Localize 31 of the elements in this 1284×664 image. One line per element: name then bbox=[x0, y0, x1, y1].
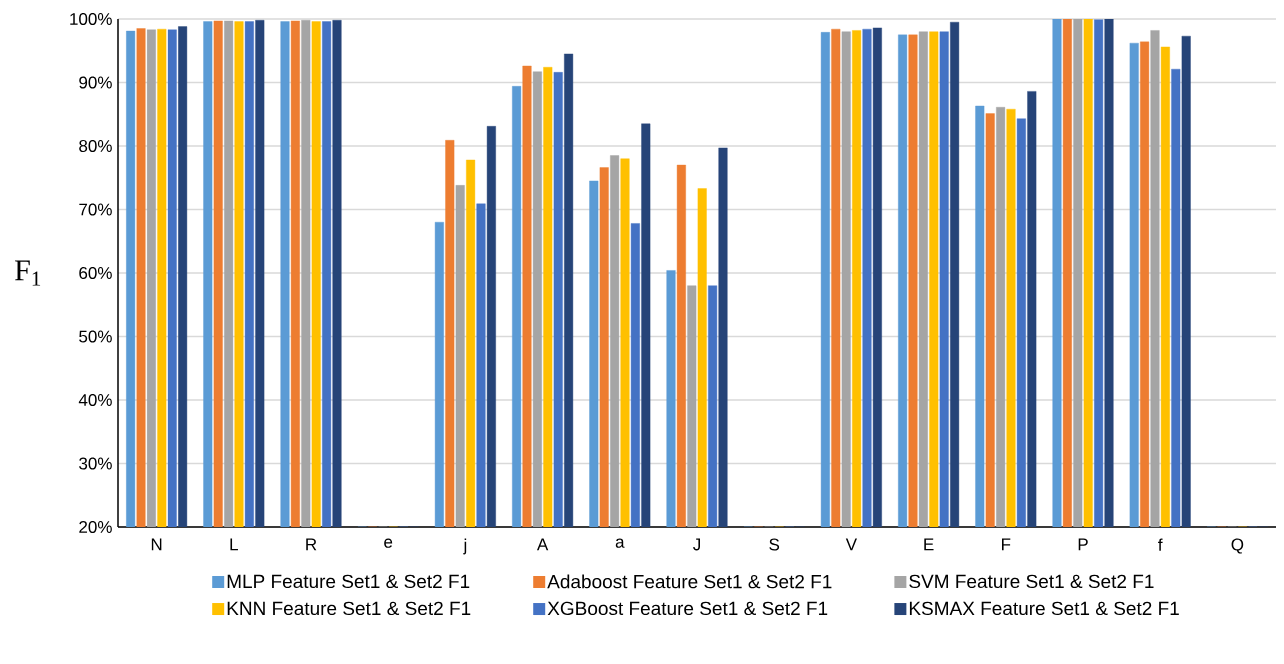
y-tick-label: 100% bbox=[70, 12, 112, 26]
legend-label: KSMAX Feature Set1 & Set2 F1 bbox=[909, 601, 1179, 616]
y-tick-label: 40% bbox=[78, 393, 112, 407]
x-tick-label: R bbox=[306, 538, 317, 551]
x-tick-label: f bbox=[1158, 538, 1163, 551]
x-tick-label: N bbox=[151, 538, 162, 551]
x-tick-label: P bbox=[1078, 538, 1088, 551]
x-tick-label: E bbox=[924, 538, 934, 551]
y-axis-title: F$_{1}$ bbox=[15, 260, 41, 286]
legend-label: XGBoost Feature Set1 & Set2 F1 bbox=[547, 601, 828, 616]
y-tick-label: 80% bbox=[79, 139, 112, 153]
legend-label: Adaboost Feature Set1 & Set2 F1 bbox=[547, 574, 832, 589]
x-tick-label: L bbox=[230, 538, 238, 551]
y-tick-label: 50% bbox=[79, 330, 112, 343]
y-tick-label: 70% bbox=[79, 203, 112, 216]
x-tick-label: e bbox=[384, 538, 393, 548]
x-tick-label: F bbox=[1002, 538, 1011, 551]
x-tick-label: J bbox=[693, 538, 700, 551]
x-tick-label: a bbox=[615, 538, 625, 548]
x-tick-label: S bbox=[769, 538, 780, 551]
x-tick-label: V bbox=[845, 538, 857, 551]
x-tick-label: Q bbox=[1231, 538, 1244, 554]
x-tick-label: A bbox=[536, 538, 549, 551]
y-tick-label: 60% bbox=[79, 266, 112, 280]
y-tick-label: 90% bbox=[79, 76, 112, 89]
legend-label: SVM Feature Set1 & Set2 F1 bbox=[909, 574, 1154, 589]
y-tick-label: 30% bbox=[79, 457, 112, 470]
x-tick-label: j bbox=[463, 538, 467, 555]
y-tick-label: 20% bbox=[79, 520, 112, 534]
legend-label: KNN Feature Set1 & Set2 F1 bbox=[227, 601, 471, 616]
legend-label: MLP Feature Set1 & Set2 F1 bbox=[227, 574, 470, 589]
